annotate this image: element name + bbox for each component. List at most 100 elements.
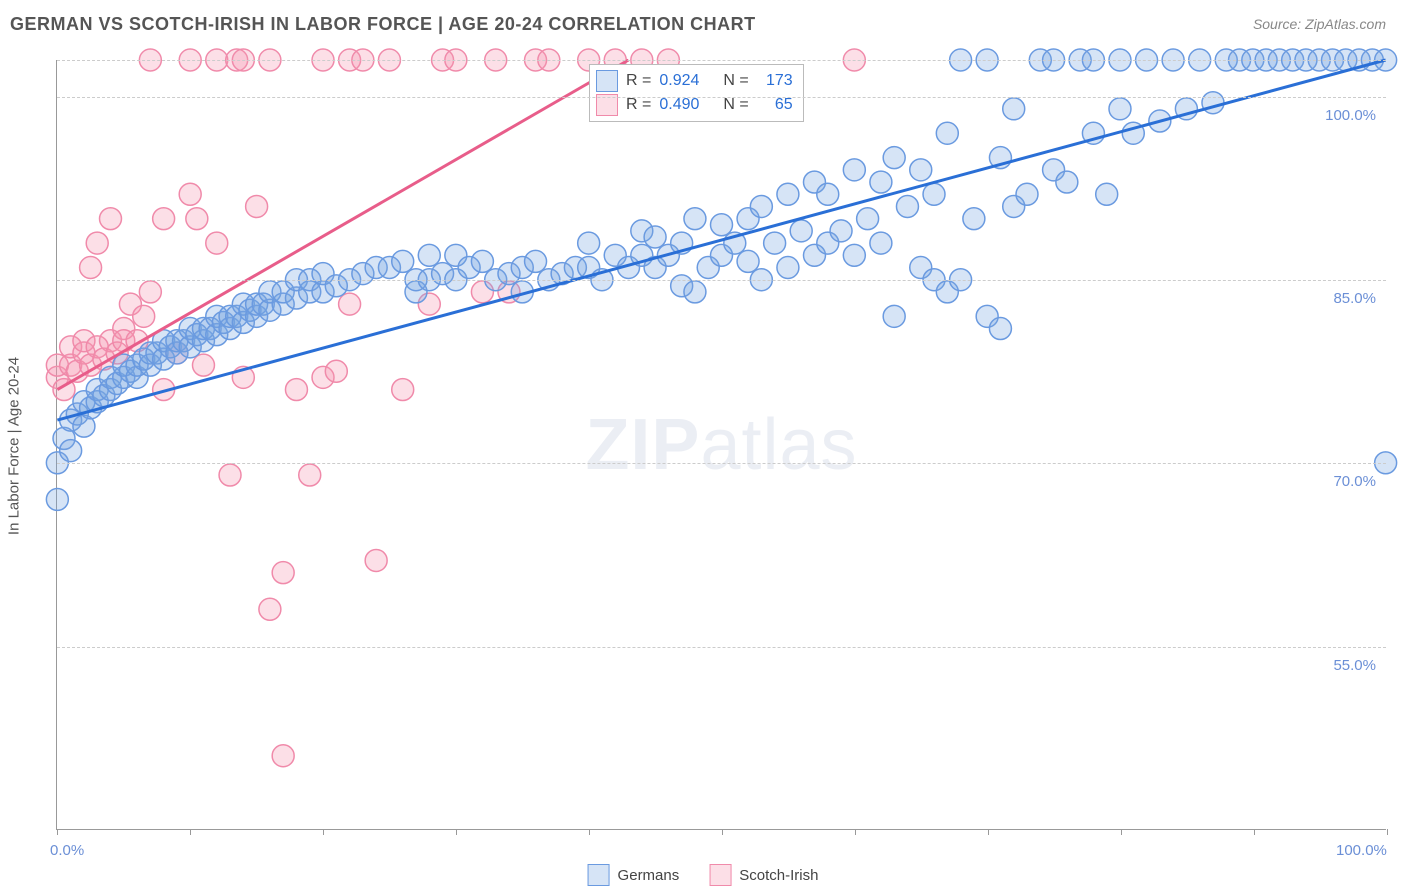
scatter-point-scotch_irish	[418, 293, 440, 315]
scatter-point-scotch_irish	[192, 354, 214, 376]
scatter-point-germans	[53, 427, 75, 449]
scatter-point-germans	[252, 293, 274, 315]
scatter-point-germans	[684, 281, 706, 303]
scatter-point-germans	[378, 257, 400, 279]
scatter-point-scotch_irish	[259, 598, 281, 620]
legend-label: Germans	[618, 867, 680, 884]
scatter-point-germans	[113, 366, 135, 388]
scatter-point-germans	[511, 281, 533, 303]
scatter-point-germans	[246, 293, 268, 315]
scatter-point-germans	[192, 330, 214, 352]
scatter-point-germans	[179, 318, 201, 340]
scatter-point-germans	[272, 281, 294, 303]
scatter-point-germans	[551, 263, 573, 285]
legend-item-scotch_irish: Scotch-Irish	[709, 864, 818, 886]
scatter-point-germans	[870, 232, 892, 254]
scatter-point-germans	[578, 232, 600, 254]
svg-layer	[57, 60, 1386, 829]
x-tick	[722, 829, 723, 835]
scatter-point-germans	[923, 183, 945, 205]
scatter-point-germans	[883, 305, 905, 327]
scatter-point-scotch_irish	[206, 232, 228, 254]
scatter-point-germans	[219, 305, 241, 327]
scatter-point-scotch_irish	[179, 183, 201, 205]
scatter-point-scotch_irish	[471, 281, 493, 303]
scatter-point-germans	[226, 305, 248, 327]
scatter-point-scotch_irish	[219, 464, 241, 486]
scatter-point-germans	[206, 324, 228, 346]
scatter-point-germans	[618, 257, 640, 279]
scatter-point-scotch_irish	[299, 464, 321, 486]
scatter-point-germans	[1122, 122, 1144, 144]
scatter-point-germans	[1056, 171, 1078, 193]
scatter-point-germans	[86, 379, 108, 401]
scatter-point-germans	[817, 232, 839, 254]
scatter-point-scotch_irish	[325, 360, 347, 382]
scatter-point-germans	[631, 220, 653, 242]
scatter-point-germans	[989, 147, 1011, 169]
y-tick-label: 100.0%	[1325, 107, 1376, 124]
scatter-point-germans	[631, 244, 653, 266]
scatter-point-germans	[66, 403, 88, 425]
scatter-point-scotch_irish	[119, 293, 141, 315]
scatter-point-germans	[1016, 183, 1038, 205]
scatter-point-germans	[146, 342, 168, 364]
scatter-point-germans	[259, 299, 281, 321]
legend-label: Scotch-Irish	[739, 867, 818, 884]
scatter-point-scotch_irish	[272, 745, 294, 767]
scatter-point-germans	[133, 348, 155, 370]
scatter-point-scotch_irish	[312, 366, 334, 388]
scatter-point-scotch_irish	[66, 360, 88, 382]
scatter-point-germans	[173, 330, 195, 352]
scatter-point-germans	[803, 244, 825, 266]
scatter-point-germans	[60, 440, 82, 462]
scatter-point-germans	[239, 299, 261, 321]
scatter-point-scotch_irish	[498, 281, 520, 303]
scatter-point-germans	[272, 293, 294, 315]
x-axis-min-label: 0.0%	[50, 842, 84, 859]
y-tick-label: 70.0%	[1333, 473, 1376, 490]
scatter-point-germans	[511, 257, 533, 279]
scatter-point-germans	[100, 366, 122, 388]
scatter-point-germans	[724, 232, 746, 254]
scatter-point-germans	[711, 244, 733, 266]
scatter-point-germans	[312, 281, 334, 303]
x-tick	[1254, 829, 1255, 835]
scatter-point-germans	[870, 171, 892, 193]
scatter-point-scotch_irish	[392, 379, 414, 401]
scatter-point-germans	[212, 311, 234, 333]
scatter-point-germans	[392, 250, 414, 272]
scatter-point-germans	[697, 257, 719, 279]
scatter-point-germans	[498, 263, 520, 285]
scatter-point-germans	[737, 208, 759, 230]
scatter-point-germans	[936, 281, 958, 303]
scatter-point-germans	[777, 257, 799, 279]
scatter-point-germans	[1096, 183, 1118, 205]
scatter-point-germans	[671, 232, 693, 254]
scatter-point-germans	[671, 275, 693, 297]
legend-swatch	[588, 864, 610, 886]
scatter-point-germans	[737, 250, 759, 272]
scatter-point-germans	[989, 318, 1011, 340]
scatter-point-germans	[153, 330, 175, 352]
scatter-point-germans	[976, 305, 998, 327]
scatter-point-scotch_irish	[113, 318, 135, 340]
stat-n-value: 173	[757, 69, 793, 93]
scatter-point-germans	[963, 208, 985, 230]
scatter-point-germans	[1082, 122, 1104, 144]
x-tick	[589, 829, 590, 835]
scatter-point-germans	[113, 354, 135, 376]
gridline-h	[57, 647, 1386, 648]
scatter-point-germans	[106, 372, 128, 394]
scatter-point-germans	[352, 263, 374, 285]
scatter-point-germans	[471, 250, 493, 272]
scatter-point-germans	[644, 226, 666, 248]
scatter-point-germans	[139, 342, 161, 364]
scatter-point-germans	[1175, 98, 1197, 120]
scatter-point-germans	[578, 257, 600, 279]
scatter-point-scotch_irish	[46, 354, 68, 376]
regression-line-scotch_irish	[57, 60, 628, 390]
y-tick-label: 55.0%	[1333, 657, 1376, 674]
scatter-point-scotch_irish	[93, 348, 115, 370]
scatter-point-germans	[711, 214, 733, 236]
